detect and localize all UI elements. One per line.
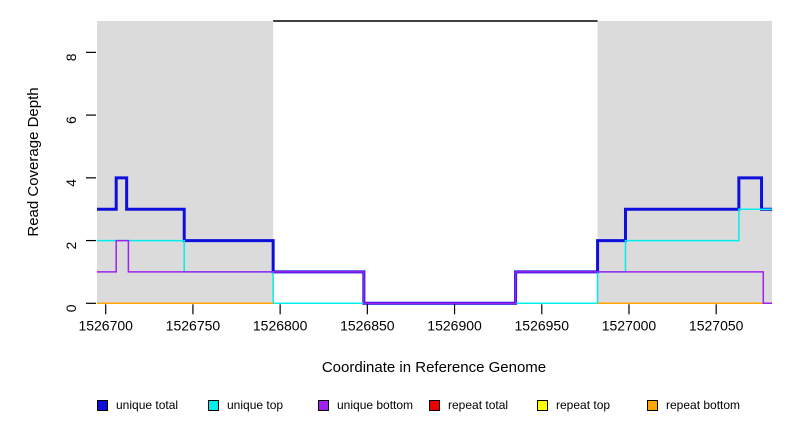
legend-label: repeat total (448, 398, 509, 412)
y-tick-label: 6 (63, 116, 79, 124)
legend-label: repeat bottom (666, 398, 741, 412)
y-axis-title: Read Coverage Depth (25, 87, 42, 237)
plot-area: 1526700 1526750 1526800 1526850 1526900 15269… (63, 20, 772, 333)
legend-item-repeat-total: repeat total (429, 398, 508, 412)
series-unique-top (97, 208, 772, 305)
series-unique-bottom (97, 239, 772, 305)
legend-item-unique-total: unique total (97, 398, 178, 412)
x-tick-label: 1526850 (340, 317, 395, 333)
x-tick-label: 1526800 (253, 317, 308, 333)
x-tick-label: 1526700 (78, 317, 133, 333)
y-tick-label: 0 (63, 304, 79, 312)
legend-swatch (97, 399, 108, 411)
legend-item-repeat-bottom: repeat bottom (647, 398, 740, 412)
legend-swatch (208, 399, 219, 411)
x-tick-label: 1526900 (427, 317, 482, 333)
x-tick-label: 1526950 (515, 317, 570, 333)
legend-label: repeat top (556, 398, 611, 412)
legend-label: unique top (227, 398, 284, 412)
legend-swatch (647, 399, 658, 411)
y-tick-label: 8 (63, 53, 79, 61)
legend-label: unique bottom (337, 398, 414, 412)
legend-swatch (537, 399, 548, 411)
legend-item-unique-bottom: unique bottom (318, 398, 413, 412)
legend-label: unique total (116, 398, 179, 412)
repeat-region-shading (597, 21, 772, 304)
repeat-region-shading (97, 21, 274, 304)
legend-item-unique-top: unique top (208, 398, 283, 412)
y-tick-label: 4 (63, 179, 79, 187)
x-tick-label: 1526750 (166, 317, 221, 333)
legend: unique total unique top unique bottom repea… (0, 398, 792, 418)
y-tick-label: 2 (63, 241, 79, 249)
x-tick-label: 1527000 (602, 317, 657, 333)
legend-swatch (318, 399, 329, 411)
legend-swatch (429, 399, 440, 411)
legend-item-repeat-top: repeat top (537, 398, 610, 412)
x-tick-label: 1527050 (689, 317, 744, 333)
x-axis-title: Coordinate in Reference Genome (321, 359, 547, 376)
